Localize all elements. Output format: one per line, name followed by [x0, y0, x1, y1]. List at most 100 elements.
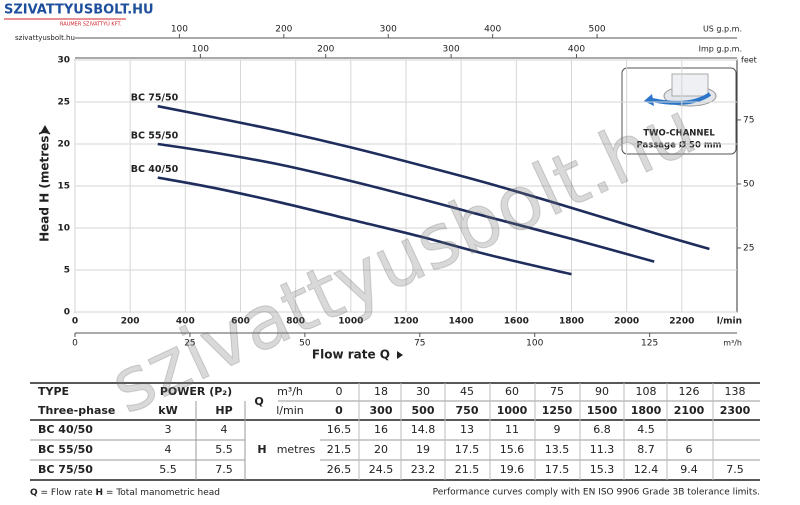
- head-value: 12.4: [634, 463, 659, 476]
- x-tick-label: 1000: [338, 317, 363, 327]
- head-value: 16.5: [327, 423, 352, 436]
- q-m3h: 126: [679, 385, 700, 398]
- th: POWER (P₂): [160, 385, 232, 398]
- table: TYPE Three-phase POWER (P₂) kW HP Q m³/h…: [30, 382, 760, 481]
- x-arrow: [397, 351, 403, 359]
- q-m3h: 0: [336, 385, 343, 398]
- x-tick-label: 800: [286, 317, 305, 327]
- x-unit: l/min: [717, 317, 742, 327]
- tick-label: 200: [275, 25, 292, 35]
- head-value: 13.5: [545, 443, 570, 456]
- head-value: 15.3: [590, 463, 615, 476]
- kw: 5.5: [159, 463, 177, 476]
- head-value: 26.5: [327, 463, 352, 476]
- y-tick-label: 5: [64, 266, 70, 276]
- y-tick-label: 30: [57, 56, 70, 66]
- tick-label: 300: [443, 45, 460, 55]
- th: l/min: [276, 404, 304, 417]
- q-m3h: 18: [374, 385, 388, 398]
- head-value: 4.5: [637, 423, 655, 436]
- axis-unit: feet: [741, 56, 757, 65]
- q-lmin: 300: [370, 404, 393, 417]
- head-value: 23.2: [411, 463, 436, 476]
- head-value: 13: [460, 423, 474, 436]
- tick-label: 100: [171, 25, 188, 35]
- q-m3h: 108: [636, 385, 657, 398]
- y-axis-title: Head H (metres): [38, 130, 52, 242]
- head-value: 16: [374, 423, 388, 436]
- head-value: 11: [505, 423, 519, 436]
- tick-label: 75: [414, 339, 425, 349]
- row-type: BC 55/50: [38, 443, 93, 456]
- y-tick-label: 20: [57, 140, 70, 150]
- hp: 7.5: [215, 463, 233, 476]
- head-value: 7.5: [726, 463, 744, 476]
- inset-title: TWO-CHANNEL: [643, 129, 715, 139]
- site: szivattyusbolt.hu: [15, 34, 75, 42]
- tick-label: 400: [484, 25, 501, 35]
- q-lmin: 1500: [587, 404, 618, 417]
- axis-unit: US g.p.m.: [703, 25, 742, 34]
- logo-sub: RAUMER SZIVATTYÚ KFT.: [60, 21, 122, 28]
- y-tick-label: 25: [57, 98, 70, 108]
- q-lmin: 2100: [674, 404, 705, 417]
- series-label: BC 40/50: [131, 164, 179, 175]
- tick-label: 200: [317, 45, 334, 55]
- curve: [157, 176, 572, 276]
- head-value: 6.8: [593, 423, 611, 436]
- fn: Q: [30, 488, 38, 498]
- tick-label: 125: [641, 339, 658, 349]
- q-lmin: 1250: [542, 404, 573, 417]
- x-tick-label: 0: [72, 317, 78, 327]
- th: H: [257, 443, 266, 456]
- inset-icon: [671, 73, 709, 97]
- tick-label: 50: [299, 339, 311, 349]
- fn: = Total manometric head: [106, 488, 220, 498]
- logo: SZIVATTYUSBOLT.HU: [4, 3, 154, 18]
- q-m3h: 30: [416, 385, 430, 398]
- th: Three-phase: [38, 404, 115, 417]
- head-value: 21.5: [327, 443, 352, 456]
- x-tick-label: 400: [176, 317, 195, 327]
- th: kW: [158, 404, 177, 417]
- x-tick-label: 200: [121, 317, 140, 327]
- tick-label: 75: [743, 115, 754, 125]
- inset-arrow: [644, 94, 654, 106]
- series-label: BC 75/50: [131, 93, 179, 104]
- q-lmin: 1000: [497, 404, 528, 417]
- y-tick-label: 15: [57, 182, 70, 192]
- axis-unit: Imp g.p.m.: [699, 45, 742, 54]
- q-lmin: 0: [335, 404, 343, 417]
- head-value: 17.5: [545, 463, 570, 476]
- inset-text: Passage Ø 50 mm: [636, 140, 721, 151]
- plot: 0 200 400 600 800 1000 1200 1400 1600 1800 2000 220…: [57, 25, 756, 349]
- head-value: 24.5: [369, 463, 394, 476]
- head-value: 14.8: [411, 423, 436, 436]
- y-tick-label: 0: [64, 308, 70, 318]
- fn: H: [96, 488, 104, 498]
- x-tick-label: 1400: [449, 317, 474, 327]
- y-tick-label: 10: [57, 224, 70, 234]
- q-m3h: 60: [505, 385, 519, 398]
- head-value: 15.6: [500, 443, 525, 456]
- head-value: 19: [416, 443, 430, 456]
- q-lmin: 500: [412, 404, 435, 417]
- head-value: 20: [374, 443, 388, 456]
- row-type: BC 75/50: [38, 463, 93, 476]
- head-value: 9.4: [680, 463, 698, 476]
- tick-label: 50: [743, 179, 755, 189]
- fn: = Flow rate: [41, 488, 94, 498]
- head-value: 11.3: [590, 443, 615, 456]
- curve: [157, 104, 710, 251]
- q-lmin: 1800: [631, 404, 662, 417]
- footnote: Performance curves comply with EN ISO 99…: [433, 488, 760, 498]
- hp: 4: [221, 423, 228, 436]
- th: metres: [277, 443, 316, 456]
- tick-label: 100: [526, 339, 543, 349]
- tick-label: 500: [588, 25, 605, 35]
- hp: 5.5: [215, 443, 233, 456]
- th: HP: [215, 404, 232, 417]
- tick-label: 100: [192, 45, 209, 55]
- head-value: 8.7: [637, 443, 655, 456]
